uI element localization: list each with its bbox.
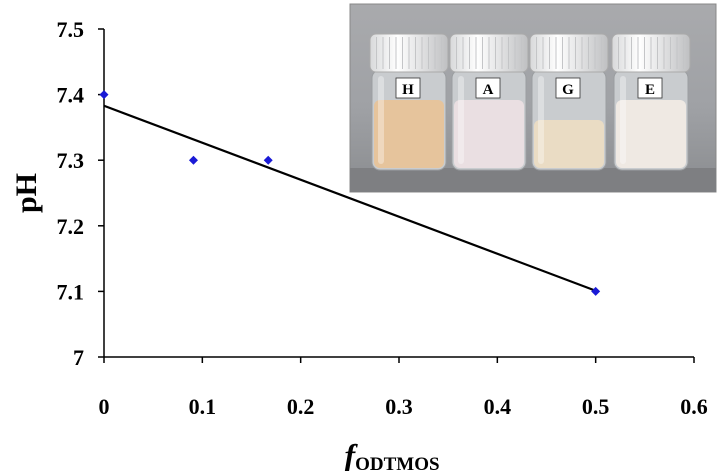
y-tick-label: 7.2 (57, 214, 85, 239)
x-axis-title: fODTMOS (344, 437, 439, 471)
vial-label: A (483, 82, 494, 98)
y-axis-title: pH (10, 173, 43, 213)
x-axis-title-main: f (344, 437, 358, 471)
vial-liquid (374, 100, 444, 168)
vial-label: G (562, 82, 574, 98)
y-tick-label: 7.4 (57, 83, 85, 108)
trendline (103, 104, 597, 292)
vial-highlight (378, 76, 384, 164)
vial-liquid (454, 100, 524, 168)
vial-label-tag (637, 77, 663, 99)
vial-highlight (620, 76, 626, 164)
vial-label-tag (555, 77, 581, 99)
table-surface (350, 168, 716, 192)
data-point (263, 155, 273, 165)
vial-highlight (538, 76, 544, 164)
vial-label: H (402, 82, 414, 98)
vial-g: G (529, 33, 609, 171)
x-tick-label: 0.1 (189, 394, 217, 419)
y-tick-label: 7.3 (57, 148, 85, 173)
x-tick-label: 0.5 (582, 394, 610, 419)
y-tick-label: 7.1 (57, 279, 85, 304)
vial-highlight (458, 76, 464, 164)
vial-h: H (369, 33, 449, 171)
x-tick-label: 0.3 (385, 394, 413, 419)
data-point (99, 90, 109, 100)
vial-a: A (449, 33, 529, 171)
vial-e: E (611, 33, 691, 171)
x-axis-title-subscript: ODTMOS (355, 454, 439, 471)
data-point (591, 286, 601, 296)
vial-liquid (534, 120, 604, 168)
x-tick-label: 0.2 (287, 394, 315, 419)
data-point (188, 155, 198, 165)
plot-area: 7 7.1 7.2 7.3 7.4 7.5 0 0.1 0.2 0.3 0.4 0.5 0.6 pH fOD… (10, 17, 708, 471)
vial-label: E (645, 82, 655, 98)
y-tick-label: 7.5 (57, 17, 85, 42)
vial-liquid (616, 100, 686, 168)
x-tick-label: 0 (99, 394, 110, 419)
x-tick-label: 0.4 (484, 394, 512, 419)
vial-label-tag (395, 77, 421, 99)
vial-label-tag (475, 77, 501, 99)
y-tick-label: 7 (73, 345, 84, 370)
x-tick-label: 0.6 (680, 394, 708, 419)
